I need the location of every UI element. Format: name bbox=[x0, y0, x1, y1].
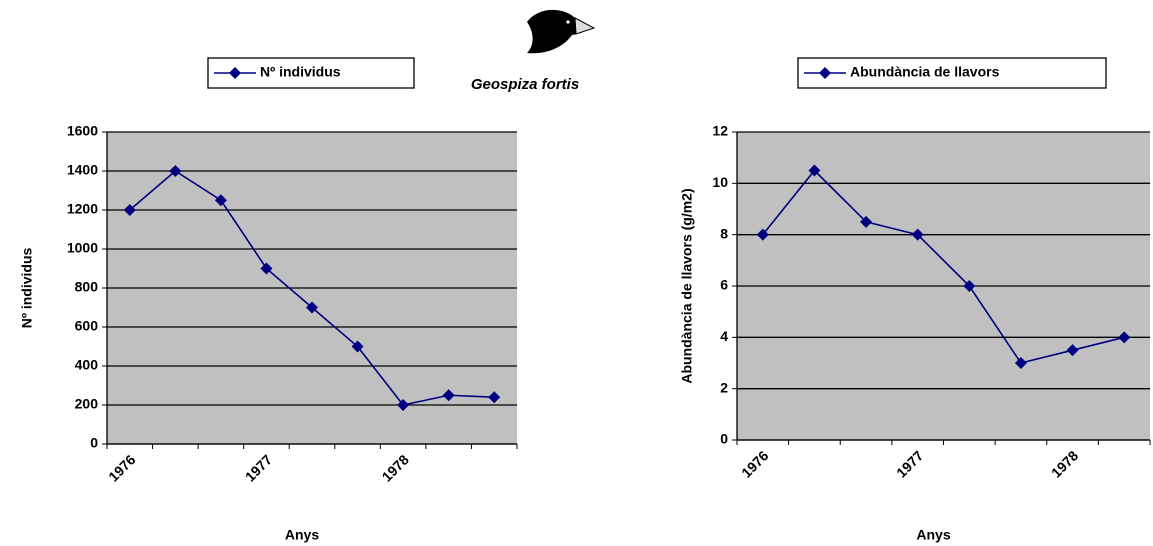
bird-icon bbox=[527, 9, 596, 54]
data-point bbox=[351, 340, 364, 353]
y-axis-label: Abundància de llavors (g/m2) bbox=[679, 188, 695, 383]
x-tick-label: 1977 bbox=[242, 451, 275, 484]
title: Geospiza fortis bbox=[471, 76, 579, 93]
x-tick-label: 1978 bbox=[379, 451, 412, 484]
y-tick-label: 6 bbox=[720, 277, 728, 293]
legend-label: Abundància de llavors bbox=[850, 64, 1000, 80]
data-point bbox=[488, 391, 501, 404]
y-tick-label: 1400 bbox=[67, 162, 98, 178]
y-tick-label: 600 bbox=[75, 318, 99, 334]
data-point bbox=[756, 228, 769, 241]
y-tick-label: 0 bbox=[720, 431, 728, 447]
data-point bbox=[214, 194, 227, 207]
y-tick-label: 10 bbox=[712, 174, 728, 190]
data-point bbox=[860, 215, 873, 228]
x-tick-label: 1976 bbox=[105, 451, 138, 484]
x-tick-label: 1977 bbox=[893, 447, 926, 480]
data-point bbox=[911, 228, 924, 241]
y-tick-label: 1200 bbox=[67, 201, 98, 217]
y-tick-label: 8 bbox=[720, 225, 728, 241]
data-point bbox=[808, 164, 821, 177]
data-point bbox=[123, 204, 136, 216]
data-point bbox=[397, 399, 410, 411]
y-tick-label: 800 bbox=[75, 279, 99, 295]
y-tick-label: 1000 bbox=[67, 240, 98, 256]
data-point bbox=[442, 389, 455, 402]
data-point bbox=[169, 165, 182, 177]
legend-marker bbox=[229, 67, 241, 79]
data-point bbox=[1118, 331, 1131, 344]
y-tick-label: 12 bbox=[712, 123, 728, 139]
data-point bbox=[306, 301, 318, 314]
x-tick-label: 1978 bbox=[1048, 447, 1081, 480]
y-tick-label: 400 bbox=[75, 357, 99, 373]
y-tick-label: 4 bbox=[720, 328, 728, 344]
y-tick-label: 1600 bbox=[67, 123, 98, 139]
y-tick-label: 200 bbox=[75, 396, 99, 412]
legend-label: Nº individus bbox=[260, 64, 341, 80]
data-point bbox=[1066, 344, 1079, 357]
series-line bbox=[762, 169, 1125, 364]
data-point bbox=[260, 262, 273, 275]
y-tick-label: 0 bbox=[90, 435, 98, 451]
legend-marker bbox=[819, 67, 831, 79]
data-point bbox=[1014, 357, 1027, 369]
legend-box bbox=[797, 57, 1107, 89]
data-point bbox=[963, 280, 976, 292]
y-axis-label: Nº individus bbox=[19, 248, 35, 329]
y-tick-label: 2 bbox=[720, 379, 728, 395]
x-tick-label: 1976 bbox=[738, 447, 771, 480]
x-axis-label: Anys bbox=[916, 527, 950, 543]
x-axis-label: Anys bbox=[285, 527, 319, 543]
